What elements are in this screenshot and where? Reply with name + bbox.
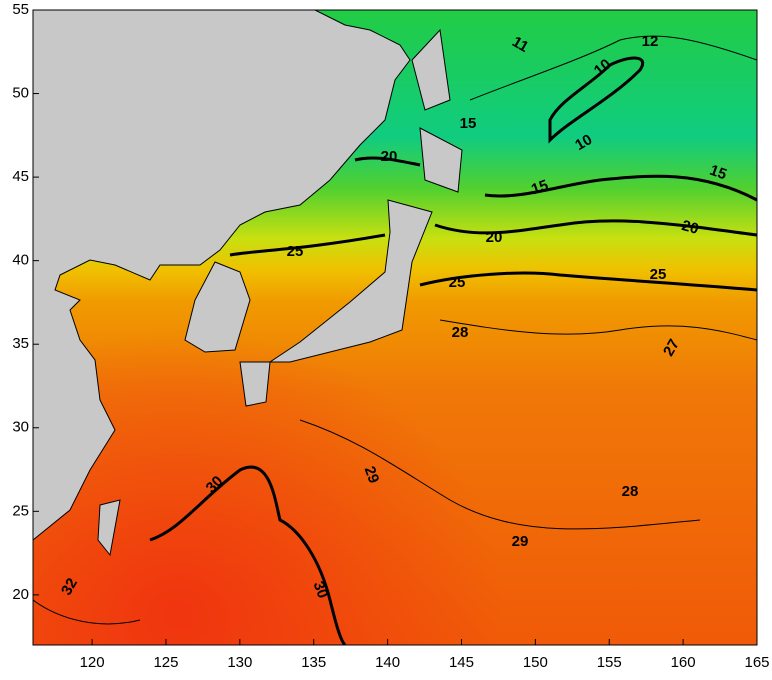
contour-label: 20	[381, 148, 398, 165]
contour-label: 32	[58, 575, 81, 598]
x-tick-label: 160	[671, 654, 696, 671]
map-frame	[32, 9, 758, 646]
x-tick-label: 125	[153, 654, 178, 671]
x-tick-label: 150	[523, 654, 548, 671]
contour-label: 10	[572, 131, 595, 154]
x-tick-label: 130	[227, 654, 252, 671]
contour-label: 27	[660, 336, 683, 359]
contour-label: 20	[486, 229, 503, 246]
contour-label: 15	[707, 162, 728, 184]
x-tick-label: 135	[301, 654, 326, 671]
x-tick-label: 155	[597, 654, 622, 671]
contour-label: 28	[452, 324, 469, 341]
contour-label: 28	[622, 483, 639, 500]
y-tick-label: 30	[12, 419, 29, 436]
contour-label: 29	[512, 533, 529, 550]
contour-label: 25	[650, 266, 667, 283]
contour-label: 29	[361, 464, 383, 485]
y-tick-label: 50	[12, 85, 29, 102]
contour-label: 12	[642, 33, 659, 50]
contour-label: 30	[310, 579, 332, 600]
y-tick-label: 25	[12, 502, 29, 519]
x-tick-label: 165	[744, 654, 769, 671]
y-tick-label: 35	[12, 335, 29, 352]
y-tick-label: 55	[12, 1, 29, 18]
contour-label: 15	[460, 115, 477, 132]
x-tick-label: 140	[375, 654, 400, 671]
y-tick-label: 45	[12, 168, 29, 185]
contour-label: 11	[509, 33, 531, 56]
contour-label: 25	[449, 274, 466, 291]
contour-label: 20	[680, 217, 701, 238]
x-tick-label: 145	[449, 654, 474, 671]
contour-label: 25	[287, 243, 304, 260]
y-tick-label: 40	[12, 252, 29, 269]
y-tick-label: 20	[12, 586, 29, 603]
x-tick-label: 120	[80, 654, 105, 671]
contour-label: 15	[529, 177, 550, 199]
